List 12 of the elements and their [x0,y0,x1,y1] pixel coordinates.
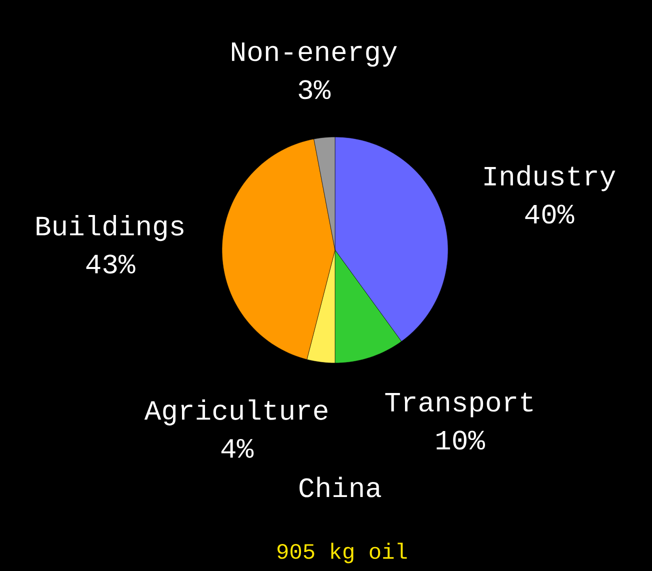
text: China [300,476,382,498]
slice-label: Agriculture [144,399,328,426]
data-label: 43% [86,254,136,274]
data-label: 4% [221,439,254,458]
data-label: 40% [525,204,574,224]
data-label: 10% [436,430,486,450]
slice-label: Buildings [36,215,184,242]
slice-label: Transport [385,392,532,418]
slice-label: Non-energy [232,42,397,67]
data-label: 3% [298,80,331,100]
slice-label: Industry [484,165,616,192]
text: 905 kg oil [278,542,407,564]
